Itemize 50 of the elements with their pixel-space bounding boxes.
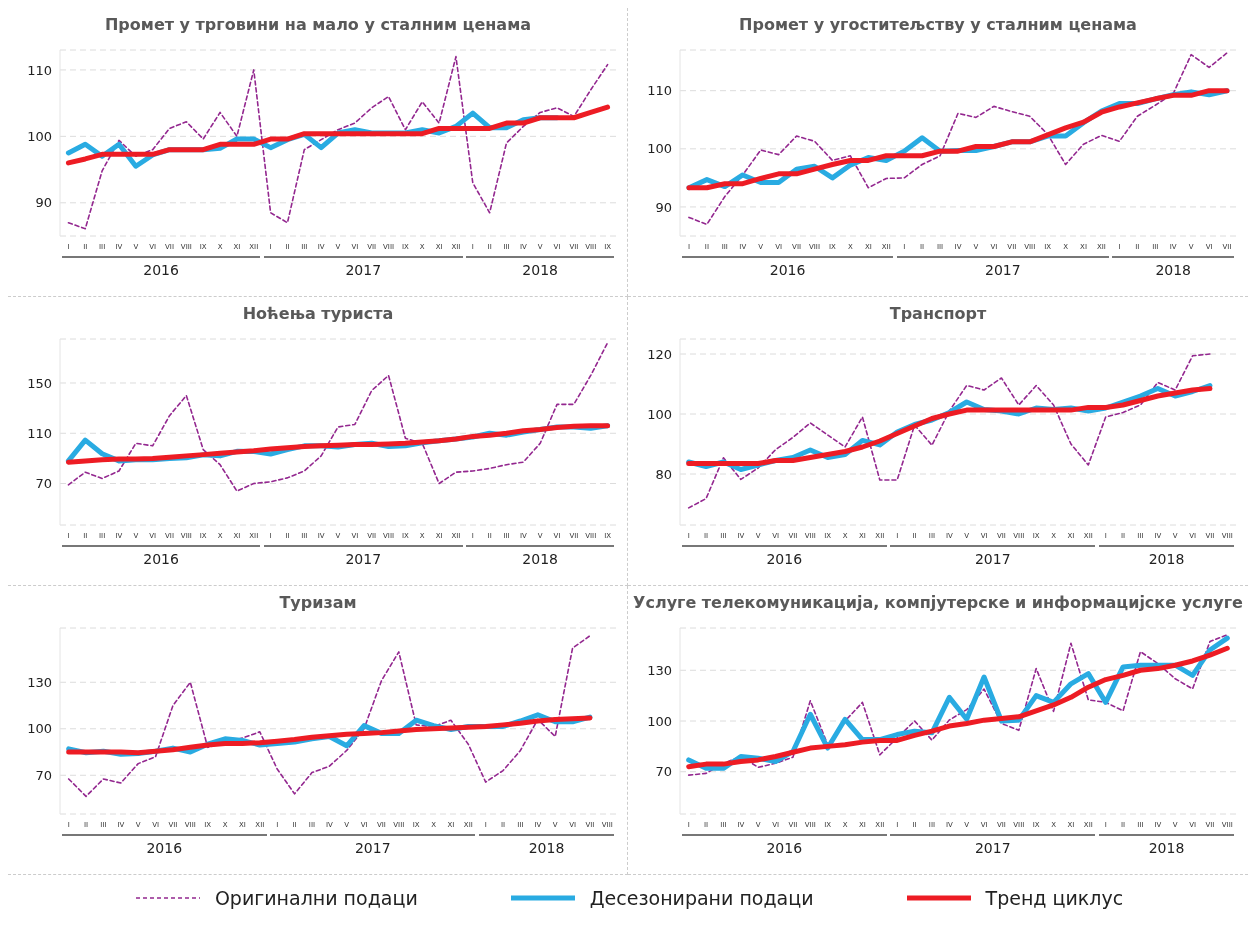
chart-title: Промет у трговини на мало у сталним ценама xyxy=(103,14,533,36)
chart-title: Транспорт xyxy=(888,303,988,325)
text: 2016 xyxy=(768,262,807,278)
y-tick-label: 110 xyxy=(647,83,672,99)
y-tick-label: 70 xyxy=(35,476,52,492)
text: 2018 xyxy=(521,551,559,567)
text: 2017 xyxy=(353,840,392,856)
legend-label: Десезонирани подаци xyxy=(589,887,814,909)
text: 2018 xyxy=(527,840,566,856)
y-tick-label: 110 xyxy=(27,425,52,441)
text: 2017 xyxy=(344,262,383,278)
y-tick-label: 100 xyxy=(27,128,52,144)
y-tick-label: 130 xyxy=(647,662,672,678)
text: 2018 xyxy=(1154,262,1193,278)
text: 2017 xyxy=(984,262,1022,278)
text: 2018 xyxy=(1147,840,1186,856)
y-tick-label: 110 xyxy=(27,62,52,78)
y-tick-label: 70 xyxy=(35,767,52,783)
y-tick-label: 130 xyxy=(27,674,52,690)
line-series xyxy=(687,353,1211,509)
text: 2016 xyxy=(142,262,180,278)
text: 2017 xyxy=(973,551,1012,567)
y-tick-label: 70 xyxy=(655,764,672,780)
chart-title: Ноћења туриста xyxy=(241,303,395,325)
y-tick-label: 90 xyxy=(35,195,52,211)
text: 2016 xyxy=(142,551,180,567)
y-tick-label: 100 xyxy=(647,406,672,422)
y-tick-label: 150 xyxy=(27,375,52,391)
text: 2016 xyxy=(145,840,184,856)
chart-title: Услуге телекомуникација, компјутерске и информацијске услуге xyxy=(632,592,1244,614)
chart-title: Туризам xyxy=(278,592,358,614)
line-series xyxy=(688,52,1228,226)
legend-label: Тренд циклус xyxy=(985,887,1124,909)
y-tick-label: 100 xyxy=(647,141,672,157)
legend-label: Оригинални подаци xyxy=(214,887,418,909)
y-tick-label: 120 xyxy=(647,346,672,362)
line-series xyxy=(67,55,609,230)
text: 2018 xyxy=(1147,551,1186,567)
text: 2017 xyxy=(973,840,1012,856)
text: 2016 xyxy=(765,551,804,567)
text: 2017 xyxy=(344,551,383,567)
y-tick-label: 100 xyxy=(647,713,672,729)
chart-title: Промет у угоститељству у сталним ценама xyxy=(738,14,1138,36)
text: 2018 xyxy=(521,262,559,278)
line-series xyxy=(67,341,609,492)
y-tick-label: 80 xyxy=(655,466,672,482)
text: 2016 xyxy=(765,840,804,856)
y-tick-label: 100 xyxy=(27,721,52,737)
y-tick-label: 90 xyxy=(655,199,672,215)
line-series xyxy=(67,634,591,798)
